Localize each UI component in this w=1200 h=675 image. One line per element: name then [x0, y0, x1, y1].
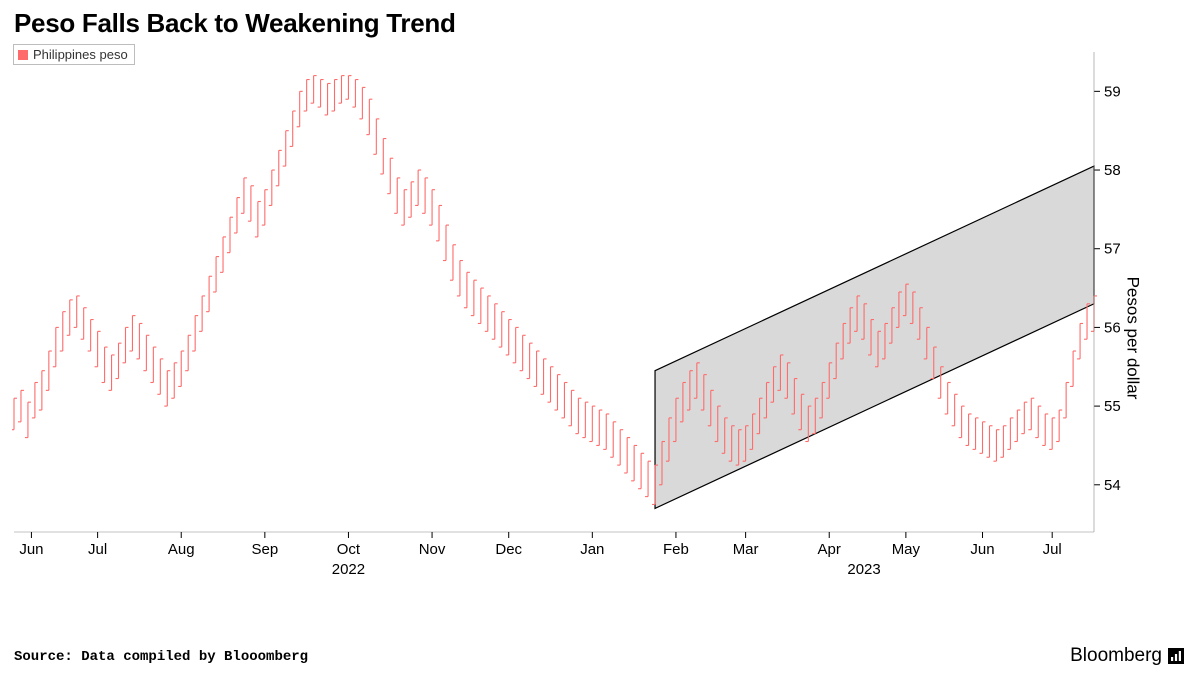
svg-text:Jan: Jan — [580, 541, 604, 558]
svg-text:54: 54 — [1104, 477, 1121, 494]
svg-text:57: 57 — [1104, 241, 1121, 258]
svg-text:Aug: Aug — [168, 541, 195, 558]
y-axis-label: Pesos per dollar — [1123, 276, 1143, 399]
brand-logo: Bloomberg — [1070, 645, 1184, 667]
svg-text:55: 55 — [1104, 398, 1121, 415]
svg-text:Feb: Feb — [663, 541, 689, 558]
svg-text:Jul: Jul — [1043, 541, 1062, 558]
legend-label: Philippines peso — [33, 47, 128, 62]
svg-text:58: 58 — [1104, 162, 1121, 179]
legend-swatch — [18, 50, 28, 60]
chart-svg: 54 55 56 57 58 59 Jun Jul Aug Sep Oct Nov Dec Jan Feb M… — [12, 48, 1140, 588]
brand-icon — [1168, 648, 1184, 664]
svg-text:2023: 2023 — [847, 561, 880, 578]
legend: Philippines peso — [13, 44, 135, 65]
svg-text:Jun: Jun — [19, 541, 43, 558]
svg-text:Oct: Oct — [337, 541, 361, 558]
svg-text:Mar: Mar — [733, 541, 759, 558]
svg-text:Nov: Nov — [419, 541, 446, 558]
brand-text: Bloomberg — [1070, 645, 1162, 667]
chart-plot-area: 54 55 56 57 58 59 Jun Jul Aug Sep Oct Nov Dec Jan Feb M… — [12, 48, 1140, 588]
svg-text:Jul: Jul — [88, 541, 107, 558]
svg-text:59: 59 — [1104, 83, 1121, 100]
chart-title: Peso Falls Back to Weakening Trend — [14, 8, 456, 39]
source-attribution: Source: Data compiled by Blooomberg — [14, 649, 308, 665]
svg-text:Sep: Sep — [251, 541, 278, 558]
svg-text:2022: 2022 — [332, 561, 365, 578]
svg-text:Jun: Jun — [970, 541, 994, 558]
svg-text:56: 56 — [1104, 319, 1121, 336]
svg-text:Apr: Apr — [818, 541, 841, 558]
svg-text:Dec: Dec — [495, 541, 522, 558]
svg-text:May: May — [892, 541, 921, 558]
